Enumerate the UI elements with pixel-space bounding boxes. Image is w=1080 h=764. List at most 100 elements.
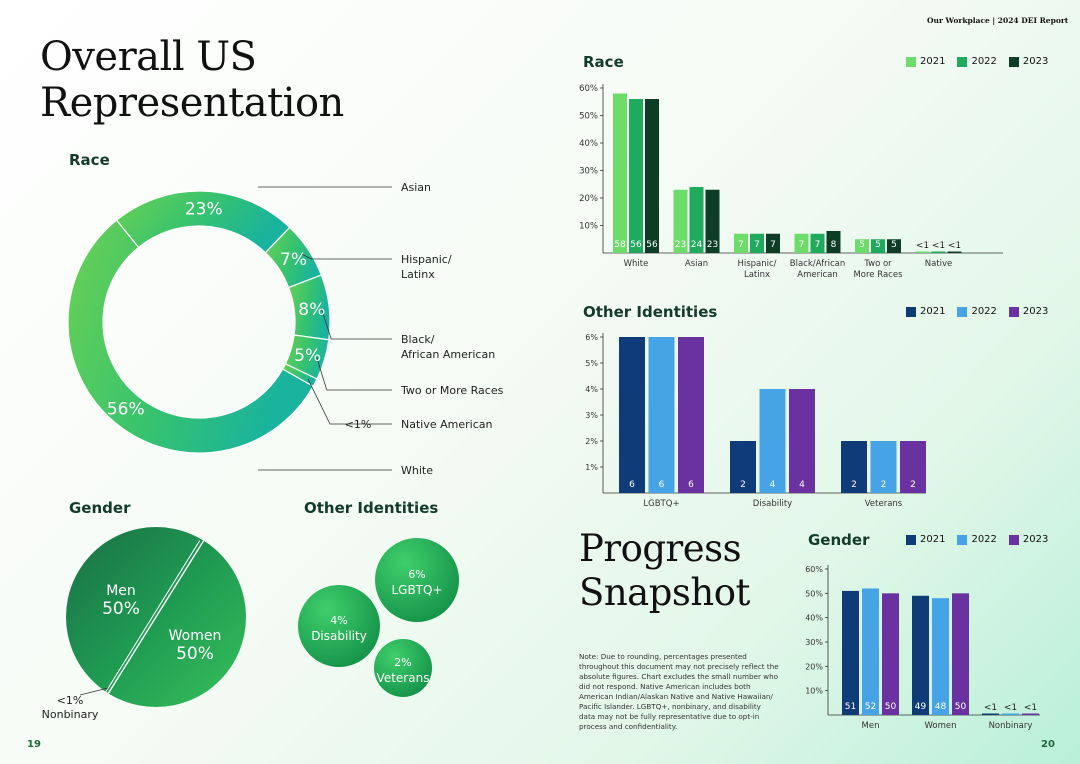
bar-white-2023: [645, 99, 659, 253]
page-title-line2: Representation: [40, 80, 344, 126]
bar-white-2021: [613, 93, 627, 253]
bar-value-label: 6: [629, 480, 635, 490]
bubble-label: Veterans: [377, 671, 430, 685]
bar-veterans-2023: [900, 441, 926, 493]
bar-value-label: 7: [770, 240, 776, 250]
bar-veterans-2021: [841, 441, 867, 493]
gender-leader-line: [79, 687, 109, 696]
snapshot-title: Progress Snapshot: [579, 527, 750, 615]
legend-label: 2022: [971, 534, 997, 545]
x-category-label: Disability: [753, 499, 792, 509]
bar-value-label: 52: [865, 702, 876, 712]
x-category-label: Nonbinary: [989, 721, 1033, 731]
x-category-label: Veterans: [865, 499, 903, 509]
donut-value-label: <1%: [345, 418, 372, 431]
donut-leader-line: [301, 253, 392, 260]
bar-native-2022: [931, 251, 946, 253]
bar-asian-2023: [705, 189, 720, 253]
page-number-right: 20: [1041, 739, 1055, 750]
gender-legend: 2021 2022 2023: [906, 534, 1048, 545]
x-category-label: Native: [925, 259, 953, 269]
report-header: Our Workplace | 2024 DEI Report: [927, 16, 1069, 25]
bubble-lgbtq: [375, 538, 459, 622]
bar-value-label: 50: [955, 702, 967, 712]
bar-value-label: 56: [646, 240, 658, 250]
y-tick-label: 50%: [805, 589, 823, 598]
bar-value-label: 49: [915, 702, 927, 712]
legend-2022: 2022: [957, 534, 997, 545]
bar-value-label: 5: [859, 240, 865, 250]
legend-label: 2021: [920, 56, 946, 67]
x-category-label: White: [624, 259, 649, 269]
bar-black-african-american-2023: [826, 231, 841, 253]
bar-native-2023: [947, 251, 962, 253]
other-bar-title: Other Identities: [583, 303, 718, 321]
legend-2021: 2021: [906, 534, 945, 545]
other-bubbles-title: Other Identities: [304, 499, 439, 517]
bar-lgbtq-2023: [678, 337, 704, 493]
other-identities-bubbles: 6% LGBTQ+ 4% Disability 2% Veterans: [298, 538, 459, 697]
bar-value-label: 6: [659, 480, 665, 490]
race-donut-title: Race: [69, 151, 110, 169]
donut-value-label: 56%: [107, 400, 145, 420]
bar-value-label: 2: [740, 480, 746, 490]
x-category-label: Men: [862, 721, 880, 731]
legend-label: 2022: [971, 56, 997, 67]
donut-value-label: 23%: [185, 200, 223, 220]
gender-bar-title: Gender: [808, 531, 870, 549]
y-tick-label: 30%: [579, 167, 598, 177]
bar-two-or-more-races-2023: [887, 239, 901, 253]
gender-value-nonbinary: <1%: [57, 694, 84, 707]
bar-nonbinary-2022: [1002, 713, 1019, 715]
donut-leader-line: [320, 307, 392, 340]
y-tick-label: 2%: [585, 437, 598, 446]
bar-value-label: 50: [885, 702, 897, 712]
bar-veterans-2022: [870, 441, 897, 493]
bar-native-2021: [915, 251, 930, 253]
bar-value-label: 7: [754, 240, 760, 250]
gender-value-women: 50%: [176, 644, 214, 664]
bubble-disability: [298, 585, 380, 667]
bar-value-label: 23: [707, 240, 718, 250]
bar-value-label: 4: [770, 480, 776, 490]
bar-white-2022: [629, 99, 643, 253]
bar-women-2022: [932, 598, 949, 715]
bar-value-label: <1: [948, 241, 961, 251]
x-category-label: LGBTQ+: [643, 499, 679, 509]
legend-label: 2021: [920, 534, 946, 545]
bar-value-label: <1: [916, 241, 929, 251]
bubble-value: 4%: [330, 614, 347, 627]
other-bar-chart: 1% 2% 3% 4% 5% 6% 6 6 6 LGBTQ+ 2 4 4 Disability 2 2 2 Vet…: [585, 333, 926, 509]
y-tick-label: 40%: [579, 139, 598, 149]
gender-pie-slice-nonbinary: [103, 540, 201, 695]
legend-2023: 2023: [1008, 56, 1048, 67]
y-tick-label: 1%: [585, 463, 598, 472]
bar-lgbtq-2022: [648, 337, 675, 493]
bar-value-label: 24: [691, 240, 703, 250]
page-title: Overall US Representation: [40, 34, 344, 126]
bar-value-label: 48: [935, 702, 947, 712]
bar-value-label: 2: [881, 480, 887, 490]
bar-nonbinary-2023: [1022, 713, 1039, 715]
legend-2021: 2021: [906, 306, 945, 317]
gender-label-nonbinary: Nonbinary: [42, 708, 99, 721]
y-tick-label: 20%: [805, 662, 823, 671]
donut-category-label: White: [401, 464, 433, 477]
bar-value-label: 23: [675, 240, 686, 250]
race-legend: 2021 2022 2023: [906, 56, 1048, 67]
snapshot-title-line1: Progress: [579, 527, 742, 570]
donut-category-label: Two or More Races: [400, 384, 504, 397]
legend-2023: 2023: [1008, 534, 1048, 545]
bar-value-label: 8: [831, 240, 837, 250]
legend-2022: 2022: [957, 306, 997, 317]
x-category-label: Asian: [685, 259, 708, 269]
bar-disability-2022: [759, 389, 786, 493]
bar-disability-2023: [789, 389, 815, 493]
bar-value-label: 6: [688, 480, 694, 490]
bar-value-label: 5: [891, 240, 897, 250]
y-tick-label: 10%: [805, 687, 823, 696]
bar-men-2021: [842, 590, 859, 715]
y-tick-label: 30%: [805, 638, 823, 647]
snapshot-note: Note: Due to rounding, percentages prese…: [579, 652, 779, 731]
bar-asian-2022: [689, 187, 704, 253]
